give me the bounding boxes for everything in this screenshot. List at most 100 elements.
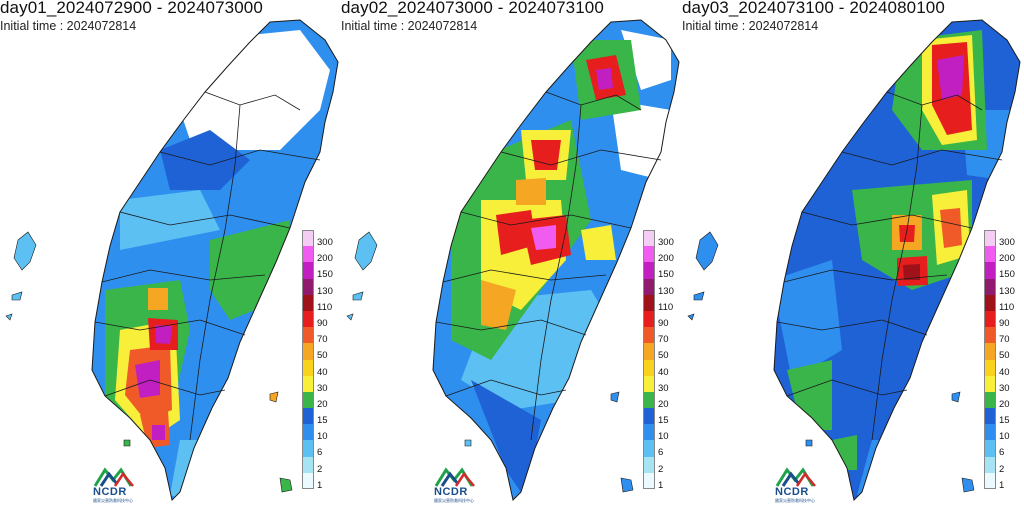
legend-entry: 2 [984, 456, 1004, 475]
legend-entry: 40 [643, 359, 669, 378]
legend-swatch [643, 294, 655, 311]
legend-label: 200 [658, 253, 674, 265]
initial-time-label: Initial time : 2024072814 [0, 19, 137, 33]
legend-entry: 50 [984, 343, 1010, 361]
legend-swatch [302, 375, 314, 392]
legend-swatch [984, 310, 996, 328]
legend-entry: 6 [643, 440, 664, 459]
initial-time-label: Initial time : 2024072814 [341, 19, 478, 33]
legend-entry: 10 [302, 424, 328, 442]
legend-label: 6 [658, 447, 664, 459]
legend-entry: 1 [643, 472, 663, 491]
legend-entry: 70 [643, 327, 669, 345]
legend-label: 1 [317, 479, 323, 491]
legend-entry: 6 [302, 440, 323, 459]
legend-swatch [984, 375, 996, 392]
legend-swatch [984, 327, 996, 344]
legend-label: 10 [317, 431, 328, 443]
rainfall-legend: 300 200 150 130 110 90 70 50 40 30 20 15 10 6 2 1 [302, 230, 333, 491]
logo-text: NCDR [434, 486, 468, 498]
legend-swatch [302, 294, 314, 311]
legend-label: 90 [317, 317, 328, 329]
legend-label: 130 [317, 285, 333, 297]
legend-label: 2 [658, 463, 664, 475]
legend-label: 6 [317, 447, 323, 459]
legend-swatch [984, 456, 996, 473]
logo-text: NCDR [93, 486, 127, 498]
forecast-panel-day01: day01_2024072900 - 2024073000 Initial ti… [0, 0, 341, 506]
legend-label: 50 [658, 350, 669, 362]
legend-entry: 130 [984, 278, 1015, 297]
legend-label: 6 [999, 447, 1005, 459]
legend-swatch [643, 359, 655, 376]
logo-subtext: 國家災害防救科技中心 [775, 498, 815, 503]
legend-swatch [643, 343, 655, 360]
rainfall-legend: 300 200 150 130 110 90 70 50 40 30 20 15 10 6 2 1 [643, 230, 674, 491]
legend-entry: 15 [302, 408, 328, 426]
legend-swatch [984, 424, 996, 441]
logo-text: NCDR [775, 486, 809, 498]
legend-swatch [302, 310, 314, 328]
forecast-panel-day02: day02_2024073000 - 2024073100 Initial ti… [341, 0, 682, 506]
legend-label: 150 [317, 269, 333, 281]
legend-swatch [643, 456, 655, 473]
liuqiu-island [123, 439, 131, 447]
legend-label: 1 [999, 479, 1005, 491]
legend-swatch [302, 246, 314, 263]
legend-swatch [984, 391, 996, 409]
legend-entry: 20 [302, 391, 328, 410]
ncdr-logo [434, 466, 484, 502]
legend-entry: 90 [984, 310, 1010, 329]
legend-label: 30 [658, 382, 669, 394]
ncdr-logo [93, 466, 143, 502]
rainfall-map-day03 [687, 19, 1021, 502]
legend-entry: 70 [984, 327, 1010, 345]
legend-entry: 300 [643, 230, 674, 248]
legend-swatch [984, 294, 996, 311]
legend-swatch [984, 440, 996, 457]
panel-title: day02_2024073000 - 2024073100 [341, 0, 604, 17]
legend-label: 10 [999, 431, 1010, 443]
legend-swatch [643, 391, 655, 409]
legend-label: 70 [658, 334, 669, 346]
legend-label: 50 [999, 350, 1010, 362]
legend-label: 50 [317, 350, 328, 362]
lanyu-island [951, 391, 961, 403]
legend-entry: 50 [302, 343, 328, 361]
legend-swatch [302, 327, 314, 344]
legend-label: 200 [317, 253, 333, 265]
legend-swatch [984, 278, 996, 295]
liuqiu-island [805, 439, 813, 447]
penghu-islands [687, 231, 719, 321]
legend-entry: 10 [643, 424, 669, 442]
legend-swatch [984, 472, 996, 489]
legend-swatch [984, 359, 996, 376]
legend-label: 110 [999, 301, 1015, 313]
legend-entry: 200 [643, 246, 674, 264]
legend-label: 15 [658, 415, 669, 427]
legend-swatch [643, 375, 655, 392]
legend-swatch [302, 359, 314, 376]
legend-swatch [643, 408, 655, 425]
green-island [620, 477, 634, 493]
legend-label: 110 [658, 301, 674, 313]
legend-swatch [643, 262, 655, 279]
legend-label: 30 [317, 382, 328, 394]
panel-title: day01_2024072900 - 2024073000 [0, 0, 263, 17]
legend-label: 70 [317, 334, 328, 346]
legend-entry: 2 [643, 456, 664, 475]
legend-swatch [302, 230, 314, 247]
legend-entry: 130 [302, 278, 333, 297]
legend-entry: 20 [643, 391, 669, 410]
legend-entry: 150 [643, 262, 674, 280]
legend-label: 2 [317, 463, 323, 475]
legend-swatch [984, 230, 996, 247]
legend-entry: 150 [302, 262, 333, 280]
legend-swatch [643, 278, 655, 295]
legend-entry: 110 [984, 294, 1014, 313]
legend-swatch [643, 230, 655, 247]
legend-swatch [643, 424, 655, 441]
legend-label: 15 [317, 415, 328, 427]
legend-label: 300 [658, 237, 674, 248]
legend-label: 10 [658, 431, 669, 443]
